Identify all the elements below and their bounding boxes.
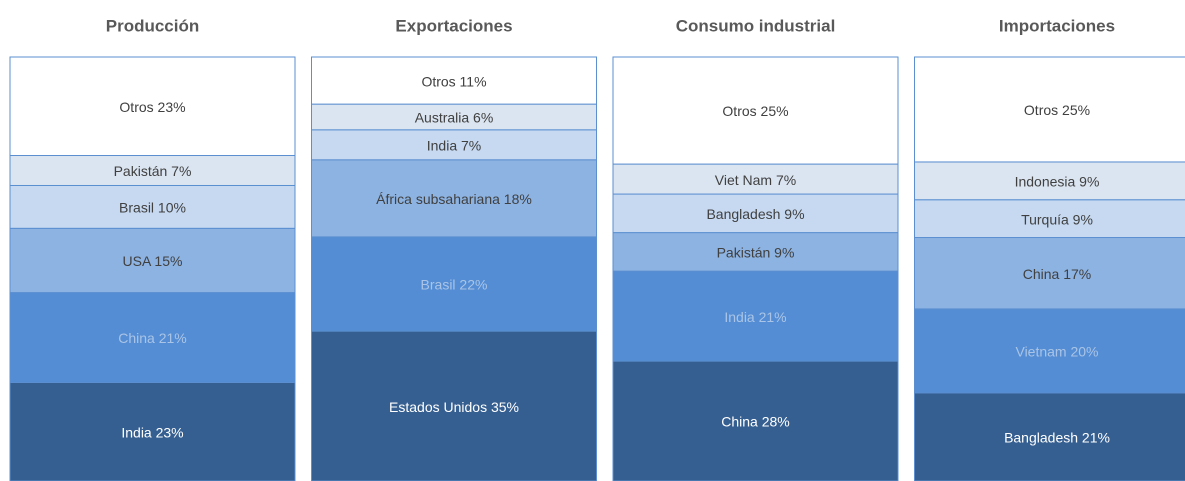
segment (9, 292, 296, 383)
segment-label: India 7% (427, 138, 481, 154)
segment-label: África subsahariana 18% (376, 191, 532, 207)
segment-label: Estados Unidos 35% (389, 399, 519, 415)
segment (612, 270, 899, 362)
segment-label: China 17% (1023, 266, 1092, 282)
segment (914, 392, 1185, 481)
segment-label: Otros 25% (722, 103, 788, 119)
segment-label: Indonesia 9% (1015, 174, 1100, 190)
segment (9, 155, 296, 186)
segment (9, 56, 296, 157)
segment (914, 161, 1185, 201)
chart-title: Importaciones (999, 16, 1115, 35)
segment (9, 184, 296, 229)
segment (914, 308, 1185, 394)
segment (612, 163, 899, 195)
segment (311, 330, 597, 481)
segment-label: Otros 25% (1024, 102, 1090, 118)
segment (914, 199, 1185, 239)
segment-label: China 28% (721, 414, 790, 430)
segment-label: China 21% (118, 330, 187, 346)
segment-label: Australia 6% (415, 110, 494, 126)
segment-label: Viet Nam 7% (715, 172, 796, 188)
segment-label: India 23% (121, 424, 183, 440)
segment (9, 227, 296, 294)
segment-label: India 21% (724, 309, 786, 325)
segment-label: Pakistán 7% (114, 163, 192, 179)
segment-label: Brasil 22% (421, 277, 488, 293)
segment-label: Otros 11% (421, 73, 486, 89)
chart-title: Consumo industrial (676, 16, 836, 35)
segment (311, 129, 597, 161)
segment-label: Turquía 9% (1021, 211, 1093, 227)
segment-label: Pakistán 9% (717, 245, 795, 261)
segment-label: Otros 23% (119, 99, 185, 115)
segment-label: Bangladesh 21% (1004, 430, 1110, 446)
segment (612, 360, 899, 481)
segment (311, 236, 597, 332)
segment (9, 381, 296, 481)
segment (612, 193, 899, 234)
chart-title: Producción (106, 16, 200, 35)
segment-label: Vietnam 20% (1015, 344, 1098, 360)
segment-label: USA 15% (123, 253, 183, 269)
segment (311, 56, 597, 105)
segment (914, 56, 1185, 163)
segment-label: Bangladesh 9% (706, 206, 804, 222)
chart-title: Exportaciones (395, 16, 512, 35)
segment-label: Brasil 10% (119, 200, 186, 216)
segment (612, 232, 899, 272)
segment (914, 237, 1185, 310)
segment (311, 103, 597, 131)
segment (612, 56, 899, 165)
